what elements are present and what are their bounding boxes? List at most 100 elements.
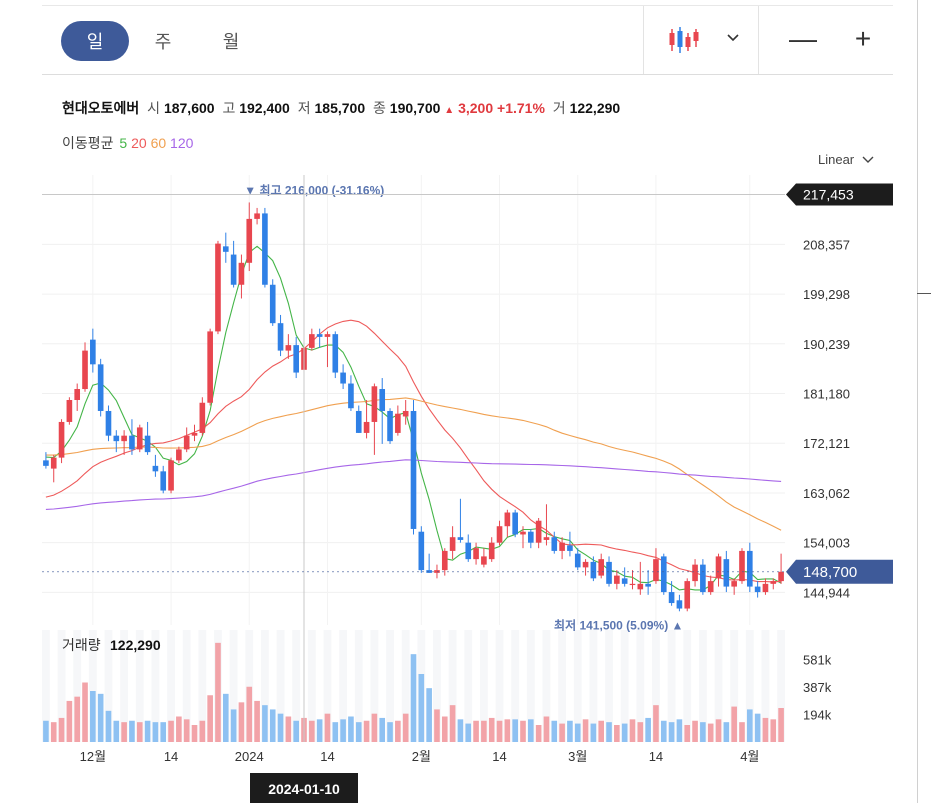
period-week-tab[interactable]: 주 bbox=[154, 32, 172, 52]
volume-bar bbox=[574, 723, 581, 742]
volume-stripe bbox=[386, 630, 394, 742]
scale-label: Linear bbox=[818, 152, 855, 167]
volume-bar bbox=[473, 720, 479, 742]
candle-body bbox=[121, 435, 127, 442]
volume-bar bbox=[160, 722, 167, 742]
volume-bar bbox=[590, 723, 597, 742]
volume-bar bbox=[121, 722, 127, 742]
chart-type-selector[interactable] bbox=[664, 20, 754, 60]
candle-body bbox=[176, 449, 182, 461]
change-arrow-icon: ▲ bbox=[444, 105, 455, 116]
stock-name: 현대오토에버 bbox=[62, 100, 140, 116]
volume-bar bbox=[543, 716, 550, 742]
candle-body bbox=[684, 581, 691, 609]
time-tick-label: 14 bbox=[320, 749, 334, 764]
candle bbox=[238, 254, 245, 299]
period-day-tab[interactable]: 일 bbox=[61, 21, 129, 61]
time-tick-label: 14 bbox=[492, 749, 506, 764]
current-price-label: 148,700 bbox=[803, 564, 857, 581]
candle bbox=[715, 553, 722, 587]
candle-body bbox=[183, 435, 190, 450]
candle bbox=[269, 279, 276, 326]
zoom-out-button[interactable]: — bbox=[788, 24, 818, 54]
volume-bar bbox=[277, 713, 284, 742]
quote-summary: 현대오토에버 시 187,600 고 192,400 저 185,700 종 1… bbox=[62, 98, 620, 118]
candle-body bbox=[731, 581, 737, 587]
volume-bar bbox=[387, 722, 393, 742]
open-label: 시 bbox=[147, 100, 161, 116]
candle bbox=[637, 561, 644, 595]
time-tick-label: 2024 bbox=[235, 749, 264, 764]
volume-bar bbox=[238, 702, 245, 742]
volume-stripe bbox=[777, 630, 785, 742]
candle-body bbox=[246, 218, 253, 263]
volume-bar bbox=[74, 696, 81, 742]
low-annotation: 최저 141,500 (5.09%) ▲ bbox=[554, 617, 683, 632]
candle-body bbox=[309, 334, 315, 348]
moving-average-legend[interactable]: 이동평균 5 20 60 120 bbox=[62, 133, 193, 153]
low-label: 저 bbox=[297, 100, 311, 116]
candle-body bbox=[457, 537, 464, 540]
volume-bar bbox=[293, 720, 299, 742]
candle-body bbox=[269, 284, 276, 324]
candle bbox=[395, 405, 401, 436]
zoom-in-button[interactable]: + bbox=[848, 24, 878, 54]
crosshair-price-tag bbox=[786, 183, 893, 206]
volume-bar bbox=[176, 716, 182, 742]
period-month-tab[interactable]: 월 bbox=[222, 32, 240, 52]
candle-body bbox=[614, 575, 620, 584]
candle bbox=[105, 405, 112, 442]
volume-bar bbox=[676, 719, 683, 742]
change-percent: +1.71% bbox=[497, 100, 545, 116]
candle-body bbox=[715, 556, 722, 579]
candle bbox=[574, 548, 581, 571]
volume-stripe bbox=[605, 630, 613, 742]
volume-bar bbox=[58, 717, 65, 742]
volume-bar bbox=[488, 717, 495, 742]
chevron-down-icon[interactable] bbox=[726, 33, 740, 43]
candle bbox=[215, 240, 221, 335]
low-value: 185,700 bbox=[314, 100, 366, 116]
volume-background bbox=[42, 630, 785, 742]
candle bbox=[332, 331, 339, 379]
candle bbox=[535, 517, 542, 549]
candle bbox=[324, 331, 331, 368]
volume-bar bbox=[90, 691, 96, 742]
candle bbox=[410, 400, 417, 535]
scale-selector[interactable]: Linear bbox=[818, 152, 874, 167]
candle-body bbox=[199, 402, 206, 433]
volume-stripe bbox=[182, 630, 191, 742]
volume-value: 122,290 bbox=[569, 100, 621, 116]
chevron-down-icon bbox=[862, 156, 874, 163]
volume-stripe bbox=[167, 630, 175, 742]
volume-stripe bbox=[198, 630, 207, 742]
candle bbox=[496, 520, 503, 546]
volume-bar bbox=[606, 722, 612, 742]
candle-body bbox=[778, 571, 784, 582]
candle-body bbox=[629, 583, 636, 586]
volume-bar bbox=[355, 722, 362, 742]
time-tick-label: 3월 bbox=[568, 749, 587, 764]
candle bbox=[449, 526, 456, 560]
candle-body bbox=[481, 556, 487, 565]
candle bbox=[316, 328, 323, 348]
candle-body bbox=[379, 389, 386, 411]
volume-bar bbox=[43, 720, 49, 742]
volume-bar bbox=[528, 719, 534, 742]
volume-stripe bbox=[151, 630, 160, 742]
candle bbox=[254, 207, 260, 225]
volume-stripe bbox=[683, 630, 692, 742]
candle-body bbox=[262, 213, 268, 285]
candle-body bbox=[660, 556, 667, 593]
candle bbox=[473, 542, 479, 565]
candle-body bbox=[160, 471, 167, 491]
candle-body bbox=[222, 246, 229, 252]
ma-120-label: 120 bbox=[170, 135, 194, 151]
candle bbox=[113, 430, 120, 453]
volume-bar bbox=[183, 719, 190, 742]
volume-bar bbox=[582, 719, 589, 742]
candle-body bbox=[504, 512, 511, 527]
candle bbox=[660, 553, 667, 595]
volume-bar bbox=[762, 717, 769, 742]
